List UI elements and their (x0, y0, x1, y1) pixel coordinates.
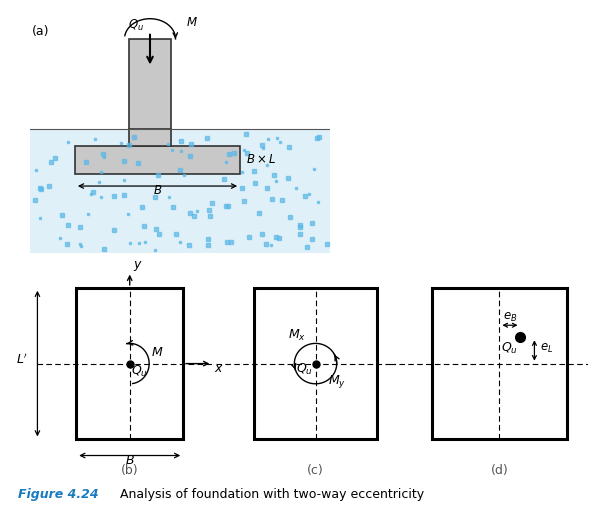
Text: (a): (a) (32, 25, 49, 38)
Text: $B \times L$: $B \times L$ (246, 154, 277, 167)
Text: $Q_u$: $Q_u$ (131, 364, 148, 379)
Text: (b): (b) (121, 464, 139, 477)
Bar (76, 288, 183, 439)
Text: $Q_u$: $Q_u$ (128, 18, 145, 33)
Text: Figure 4.24: Figure 4.24 (18, 488, 98, 501)
Text: x: x (214, 362, 221, 375)
Bar (75, 145, 240, 174)
Bar (129, 39, 171, 129)
Text: Analysis of foundation with two-way eccentricity: Analysis of foundation with two-way ecce… (120, 488, 424, 501)
Text: $B$: $B$ (125, 453, 134, 467)
Text: $B$: $B$ (153, 184, 162, 197)
Text: $M$: $M$ (151, 345, 164, 359)
Text: $M_y$: $M_y$ (328, 373, 346, 390)
Text: $L'$: $L'$ (16, 352, 28, 367)
Bar (254, 288, 377, 439)
Text: $Q_u$: $Q_u$ (500, 341, 518, 357)
Bar (129, 129, 171, 145)
Text: y: y (134, 258, 141, 271)
Text: $e_B$: $e_B$ (503, 311, 517, 324)
Bar (432, 288, 567, 439)
Text: $e_L$: $e_L$ (540, 341, 554, 355)
Text: $M$: $M$ (186, 16, 198, 29)
Text: $Q_u$: $Q_u$ (296, 362, 313, 377)
Text: $M_x$: $M_x$ (288, 328, 306, 343)
Bar (30, 129, 330, 252)
Text: (d): (d) (491, 464, 508, 477)
Text: (c): (c) (307, 464, 324, 477)
